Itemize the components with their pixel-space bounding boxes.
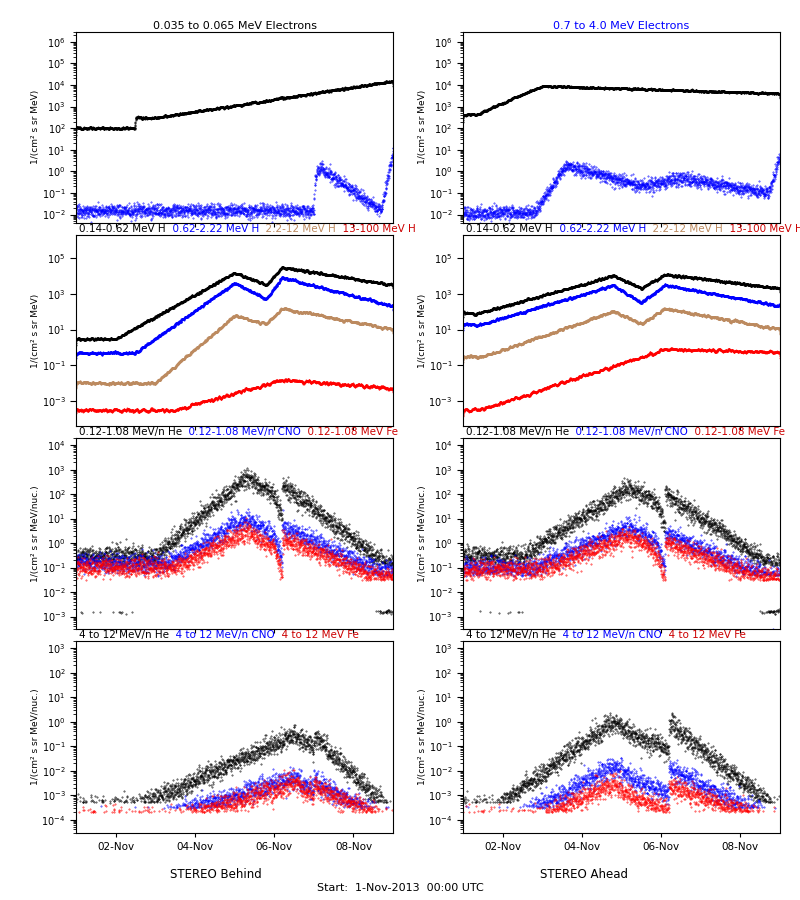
Y-axis label: 1/(cm² s sr MeV/nuc.): 1/(cm² s sr MeV/nuc.) — [31, 688, 40, 785]
Text: 2.2-12 MeV H: 2.2-12 MeV H — [259, 224, 336, 234]
Text: 13-100 MeV H: 13-100 MeV H — [336, 224, 415, 234]
Text: 4 to 12 MeV/n He: 4 to 12 MeV/n He — [79, 630, 169, 640]
Text: 2.2-12 MeV H: 2.2-12 MeV H — [646, 224, 722, 234]
Y-axis label: 1/(cm² s sr MeV): 1/(cm² s sr MeV) — [418, 90, 427, 165]
Text: Start:  1-Nov-2013  00:00 UTC: Start: 1-Nov-2013 00:00 UTC — [317, 883, 483, 894]
Y-axis label: 1/(cm² s sr MeV): 1/(cm² s sr MeV) — [418, 293, 427, 367]
Text: 0.62-2.22 MeV H: 0.62-2.22 MeV H — [166, 224, 259, 234]
Text: 0.14-0.62 MeV H: 0.14-0.62 MeV H — [79, 224, 166, 234]
Text: 0.12-1.08 MeV/n CNO: 0.12-1.08 MeV/n CNO — [569, 427, 688, 436]
Y-axis label: 1/(cm² s sr MeV/nuc.): 1/(cm² s sr MeV/nuc.) — [418, 485, 427, 582]
Text: 0.12-1.08 MeV/n CNO: 0.12-1.08 MeV/n CNO — [182, 427, 301, 436]
Text: 0.12-1.08 MeV Fe: 0.12-1.08 MeV Fe — [301, 427, 398, 436]
Text: 4 to 12 MeV/n CNO: 4 to 12 MeV/n CNO — [169, 630, 275, 640]
Y-axis label: 1/(cm² s sr MeV): 1/(cm² s sr MeV) — [31, 293, 40, 367]
Title: 0.035 to 0.065 MeV Electrons: 0.035 to 0.065 MeV Electrons — [153, 21, 317, 31]
Text: 4 to 12 MeV Fe: 4 to 12 MeV Fe — [662, 630, 746, 640]
Title: 0.7 to 4.0 MeV Electrons: 0.7 to 4.0 MeV Electrons — [554, 21, 690, 31]
Text: 4 to 12 MeV/n He: 4 to 12 MeV/n He — [466, 630, 556, 640]
Y-axis label: 1/(cm² s sr MeV/nuc.): 1/(cm² s sr MeV/nuc.) — [418, 688, 427, 785]
Y-axis label: 1/(cm² s sr MeV/nuc.): 1/(cm² s sr MeV/nuc.) — [31, 485, 40, 582]
Text: 4 to 12 MeV Fe: 4 to 12 MeV Fe — [275, 630, 358, 640]
Text: 0.12-1.08 MeV/n He: 0.12-1.08 MeV/n He — [466, 427, 569, 436]
Y-axis label: 1/(cm² s sr MeV): 1/(cm² s sr MeV) — [31, 90, 40, 165]
Text: 0.12-1.08 MeV Fe: 0.12-1.08 MeV Fe — [688, 427, 785, 436]
Text: STEREO Ahead: STEREO Ahead — [540, 868, 628, 881]
Text: 0.14-0.62 MeV H: 0.14-0.62 MeV H — [466, 224, 553, 234]
Text: 4 to 12 MeV/n CNO: 4 to 12 MeV/n CNO — [556, 630, 662, 640]
Text: 0.12-1.08 MeV/n He: 0.12-1.08 MeV/n He — [79, 427, 182, 436]
Text: 0.62-2.22 MeV H: 0.62-2.22 MeV H — [553, 224, 646, 234]
Text: 13-100 MeV H: 13-100 MeV H — [722, 224, 800, 234]
Text: STEREO Behind: STEREO Behind — [170, 868, 262, 881]
